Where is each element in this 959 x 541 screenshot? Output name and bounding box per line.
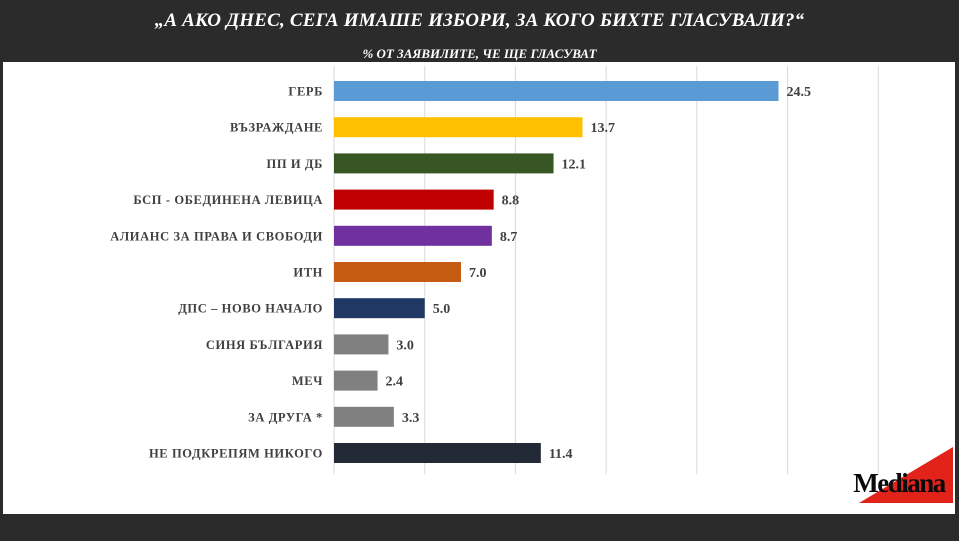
bar bbox=[334, 262, 461, 282]
bar bbox=[334, 153, 554, 174]
value-label: 8.8 bbox=[502, 194, 519, 209]
category-label: ЗА ДРУГА * bbox=[248, 410, 323, 424]
bar bbox=[334, 225, 492, 246]
chart-title: „А АКО ДНЕС, СЕГА ИМАШЕ ИЗБОРИ, ЗА КОГО … bbox=[154, 10, 805, 31]
category-label: ПП И ДБ bbox=[267, 157, 323, 171]
chart-subtitle: % ОТ ЗАЯВИЛИТЕ, ЧЕ ЩЕ ГЛАСУВАТ bbox=[362, 46, 597, 61]
logo-text: Mediana bbox=[853, 468, 946, 498]
category-label: ВЪЗРАЖДАНЕ bbox=[230, 121, 323, 135]
bar bbox=[334, 81, 779, 101]
bar bbox=[334, 443, 541, 463]
bar-chart: ГЕРБ 24.5 ВЪЗРАЖДАНЕ 13.7 ПП И ДБ 12.1 БСП - О… bbox=[110, 66, 879, 474]
value-label: 12.1 bbox=[562, 157, 587, 172]
value-label: 3.0 bbox=[396, 338, 414, 353]
category-label: ИТН bbox=[293, 266, 323, 280]
value-label: 3.3 bbox=[402, 411, 420, 426]
logo-red-triangle bbox=[859, 447, 953, 503]
value-label: 11.4 bbox=[549, 447, 573, 462]
bar bbox=[334, 189, 494, 210]
value-label: 2.4 bbox=[386, 375, 404, 390]
category-label: СИНЯ БЪЛГАРИЯ bbox=[206, 338, 323, 352]
category-label: НЕ ПОДКРЕПЯМ НИКОГО bbox=[149, 447, 323, 461]
bar bbox=[334, 117, 583, 138]
category-label: БСП - ОБЕДИНЕНА ЛЕВИЦА bbox=[133, 193, 323, 207]
category-label: МЕЧ bbox=[292, 374, 323, 388]
value-label: 24.5 bbox=[787, 85, 812, 100]
bar bbox=[334, 370, 378, 391]
bar bbox=[334, 334, 389, 355]
value-label: 7.0 bbox=[469, 266, 487, 281]
category-label: АЛИАНС ЗА ПРАВА И СВОБОДИ bbox=[110, 229, 323, 243]
category-label: ДПС – НОВО НАЧАЛО bbox=[178, 302, 323, 316]
mediana-logo: Mediana bbox=[845, 443, 953, 505]
value-label: 13.7 bbox=[591, 121, 616, 136]
chart-panel: ГЕРБ 24.5 ВЪЗРАЖДАНЕ 13.7 ПП И ДБ 12.1 БСП - О… bbox=[3, 62, 955, 514]
value-label: 5.0 bbox=[433, 302, 451, 317]
bar bbox=[334, 298, 425, 319]
category-label: ГЕРБ bbox=[288, 85, 323, 99]
bar bbox=[334, 406, 394, 427]
value-label: 8.7 bbox=[500, 230, 518, 245]
